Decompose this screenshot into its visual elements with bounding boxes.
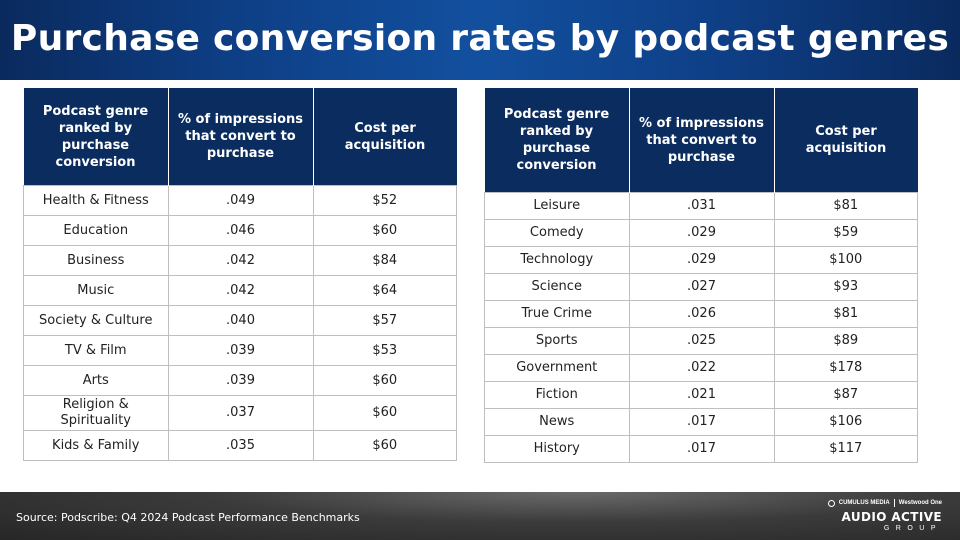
- table-row: Religion & Spirituality .037 $60: [23, 395, 457, 431]
- cost-cell: $60: [312, 365, 457, 396]
- table-row: Music .042 $64: [23, 275, 457, 306]
- conversion-cell: .040: [167, 305, 314, 336]
- cost-cell: $60: [312, 215, 457, 246]
- table-row: Fiction .021 $87: [484, 381, 918, 409]
- table-row: Education .046 $60: [23, 215, 457, 246]
- header-genre: Podcast genre ranked by purchase convers…: [23, 88, 168, 186]
- cost-cell: $87: [773, 381, 918, 409]
- header-conversion: % of impressions that convert to purchas…: [628, 88, 774, 193]
- cost-cell: $93: [773, 273, 918, 301]
- right-genre-table: Podcast genre ranked by purchase convers…: [484, 88, 918, 463]
- conversion-cell: .029: [628, 219, 775, 247]
- logo-top-right: Westwood One: [898, 500, 942, 506]
- table-row: Health & Fitness .049 $52: [23, 185, 457, 216]
- conversion-cell: .017: [628, 435, 775, 463]
- footer-bar: Source: Podscribe: Q4 2024 Podcast Perfo…: [0, 492, 960, 540]
- header-cost: Cost per acquisition: [312, 88, 457, 186]
- cost-cell: $81: [773, 300, 918, 328]
- genre-cell: Government: [484, 354, 630, 382]
- genre-cell: News: [484, 408, 630, 436]
- source-note: Source: Podscribe: Q4 2024 Podcast Perfo…: [16, 511, 360, 524]
- conversion-cell: .025: [628, 327, 775, 355]
- cost-cell: $100: [773, 246, 918, 274]
- cost-cell: $52: [312, 185, 457, 216]
- conversion-cell: .029: [628, 246, 775, 274]
- conversion-cell: .046: [167, 215, 314, 246]
- conversion-cell: .039: [167, 365, 314, 396]
- conversion-cell: .037: [167, 395, 314, 431]
- conversion-cell: .035: [167, 430, 314, 461]
- cost-cell: $84: [312, 245, 457, 276]
- table-row: Arts .039 $60: [23, 365, 457, 396]
- table-row: True Crime .026 $81: [484, 300, 918, 328]
- cost-cell: $57: [312, 305, 457, 336]
- table-row: Government .022 $178: [484, 354, 918, 382]
- table-row: Science .027 $93: [484, 273, 918, 301]
- header-genre: Podcast genre ranked by purchase convers…: [484, 88, 629, 193]
- logo-main-text: AUDIO ACTIVE: [841, 510, 942, 524]
- conversion-cell: .017: [628, 408, 775, 436]
- cost-cell: $89: [773, 327, 918, 355]
- left-genre-table: Podcast genre ranked by purchase convers…: [23, 88, 457, 461]
- genre-cell: True Crime: [484, 300, 630, 328]
- cost-cell: $64: [312, 275, 457, 306]
- page-title: Purchase conversion rates by podcast gen…: [10, 17, 950, 59]
- genre-cell: Leisure: [484, 192, 630, 220]
- logo-sub-text: GROUP: [883, 525, 942, 532]
- logo-partner-line: CUMULUS MEDIA Westwood One: [827, 499, 942, 507]
- table-header-row: Podcast genre ranked by purchase convers…: [23, 88, 457, 186]
- genre-cell: Technology: [484, 246, 630, 274]
- logo-top-left: CUMULUS MEDIA: [838, 500, 890, 506]
- table-row: History .017 $117: [484, 435, 918, 463]
- genre-cell: Business: [23, 245, 169, 276]
- table-row: Technology .029 $100: [484, 246, 918, 274]
- cost-cell: $106: [773, 408, 918, 436]
- genre-cell: Fiction: [484, 381, 630, 409]
- genre-cell: Arts: [23, 365, 169, 396]
- title-banner: Purchase conversion rates by podcast gen…: [0, 0, 960, 80]
- genre-cell: Science: [484, 273, 630, 301]
- conversion-cell: .021: [628, 381, 775, 409]
- genre-cell: TV & Film: [23, 335, 169, 366]
- header-cost: Cost per acquisition: [773, 88, 918, 193]
- table-header-row: Podcast genre ranked by purchase convers…: [484, 88, 918, 193]
- conversion-cell: .031: [628, 192, 775, 220]
- cost-cell: $117: [773, 435, 918, 463]
- genre-cell: Education: [23, 215, 169, 246]
- logo-divider: [893, 499, 895, 507]
- genre-cell: History: [484, 435, 630, 463]
- genre-cell: Kids & Family: [23, 430, 169, 461]
- genre-cell: Comedy: [484, 219, 630, 247]
- table-row: Sports .025 $89: [484, 327, 918, 355]
- cost-cell: $53: [312, 335, 457, 366]
- genre-cell: Religion & Spirituality: [23, 395, 169, 431]
- cost-cell: $81: [773, 192, 918, 220]
- table-row: News .017 $106: [484, 408, 918, 436]
- table-row: Society & Culture .040 $57: [23, 305, 457, 336]
- genre-cell: Music: [23, 275, 169, 306]
- conversion-cell: .022: [628, 354, 775, 382]
- table-row: Comedy .029 $59: [484, 219, 918, 247]
- header-conversion: % of impressions that convert to purchas…: [167, 88, 313, 186]
- table-row: Leisure .031 $81: [484, 192, 918, 220]
- table-row: Business .042 $84: [23, 245, 457, 276]
- cumulus-circle-icon: [827, 499, 835, 507]
- table-row: Kids & Family .035 $60: [23, 430, 457, 461]
- conversion-cell: .039: [167, 335, 314, 366]
- genre-cell: Health & Fitness: [23, 185, 169, 216]
- conversion-cell: .049: [167, 185, 314, 216]
- cost-cell: $59: [773, 219, 918, 247]
- cost-cell: $60: [312, 430, 457, 461]
- conversion-cell: .027: [628, 273, 775, 301]
- brand-logo: CUMULUS MEDIA Westwood One AUDIO ACTIVE …: [827, 497, 942, 537]
- genre-cell: Society & Culture: [23, 305, 169, 336]
- conversion-cell: .042: [167, 275, 314, 306]
- cost-cell: $60: [312, 395, 457, 431]
- conversion-cell: .042: [167, 245, 314, 276]
- conversion-cell: .026: [628, 300, 775, 328]
- cost-cell: $178: [773, 354, 918, 382]
- genre-cell: Sports: [484, 327, 630, 355]
- table-row: TV & Film .039 $53: [23, 335, 457, 366]
